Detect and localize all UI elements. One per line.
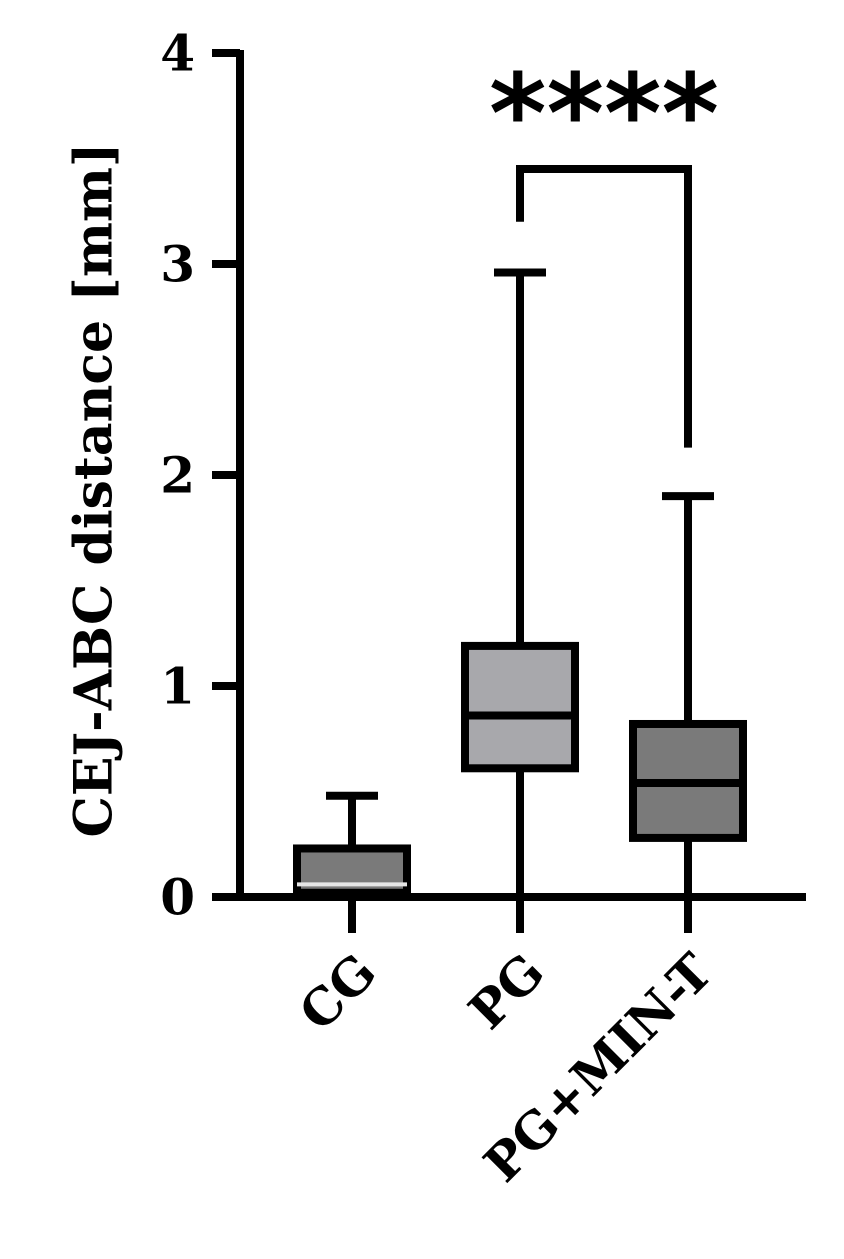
y-tick-label: 3 — [160, 235, 195, 294]
box-cg — [293, 791, 411, 933]
box-iqr — [461, 641, 579, 773]
box-pg — [461, 268, 579, 933]
x-tick-label: CG — [288, 942, 388, 1042]
y-tick-label: 4 — [160, 24, 195, 83]
significance-label: **** — [489, 50, 719, 178]
significance-bracket — [516, 165, 692, 448]
box-pg-min-t — [629, 492, 747, 933]
y-tick-label: 2 — [160, 446, 195, 505]
y-axis-title: CEJ-ABC distance [mm] — [64, 143, 125, 838]
y-tick-label: 0 — [160, 868, 195, 927]
y-tick-label: 1 — [160, 657, 195, 716]
x-tick-label: PG — [457, 942, 556, 1041]
